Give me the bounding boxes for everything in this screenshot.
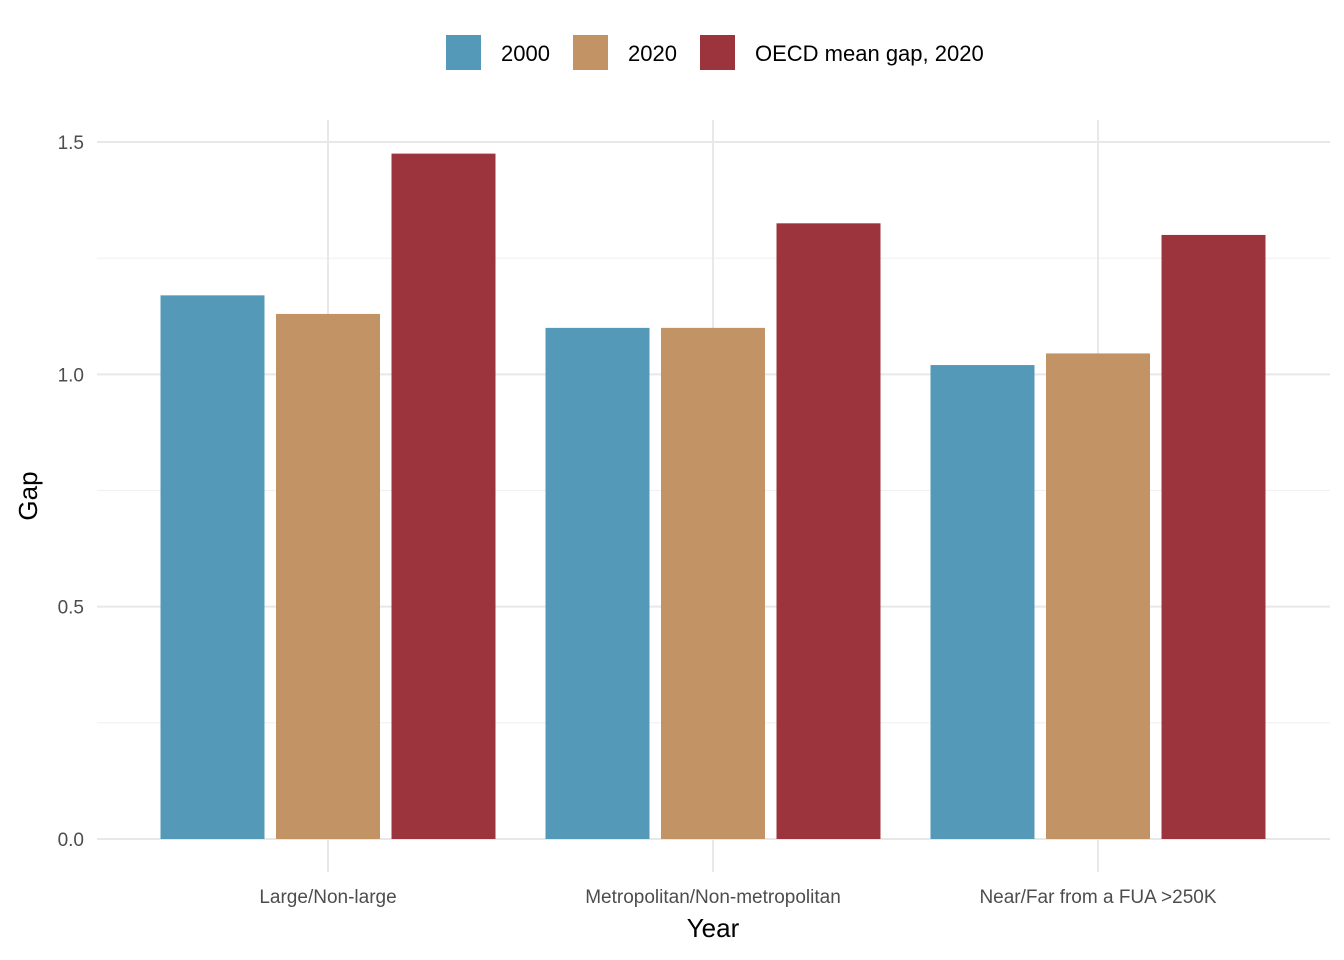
y-tick-label: 0.0 xyxy=(58,830,84,851)
bar xyxy=(160,295,265,840)
x-tick-label: Metropolitan/Non-metropolitan xyxy=(585,887,841,908)
bar xyxy=(661,327,765,839)
y-tick-label: 1.0 xyxy=(58,365,84,386)
legend-key xyxy=(573,35,608,70)
bars xyxy=(160,153,1266,840)
y-tick-label: 1.5 xyxy=(58,133,84,154)
legend-key xyxy=(700,35,735,70)
legend-key xyxy=(446,35,481,70)
bar xyxy=(276,313,380,840)
y-tick-label: 0.5 xyxy=(58,598,84,619)
y-axis-title: Gap xyxy=(13,471,43,520)
legend: 2000 2020 OECD mean gap, 2020 xyxy=(446,35,984,70)
bar xyxy=(1161,234,1266,839)
legend-label: 2020 xyxy=(628,41,677,66)
bar xyxy=(1046,353,1150,839)
bar xyxy=(776,223,881,840)
y-axis-ticks: 0.0 0.5 1.0 1.5 xyxy=(58,133,84,851)
x-axis-ticks: Large/Non-large Metropolitan/Non-metropol… xyxy=(259,887,1217,908)
x-tick-label: Near/Far from a FUA >250K xyxy=(979,887,1216,908)
legend-label: 2000 xyxy=(501,41,550,66)
x-axis-title: Year xyxy=(687,913,740,943)
x-tick-label: Large/Non-large xyxy=(259,887,396,908)
legend-label: OECD mean gap, 2020 xyxy=(755,41,984,66)
bar xyxy=(930,365,1035,839)
bar xyxy=(391,153,496,839)
bar xyxy=(545,327,650,839)
